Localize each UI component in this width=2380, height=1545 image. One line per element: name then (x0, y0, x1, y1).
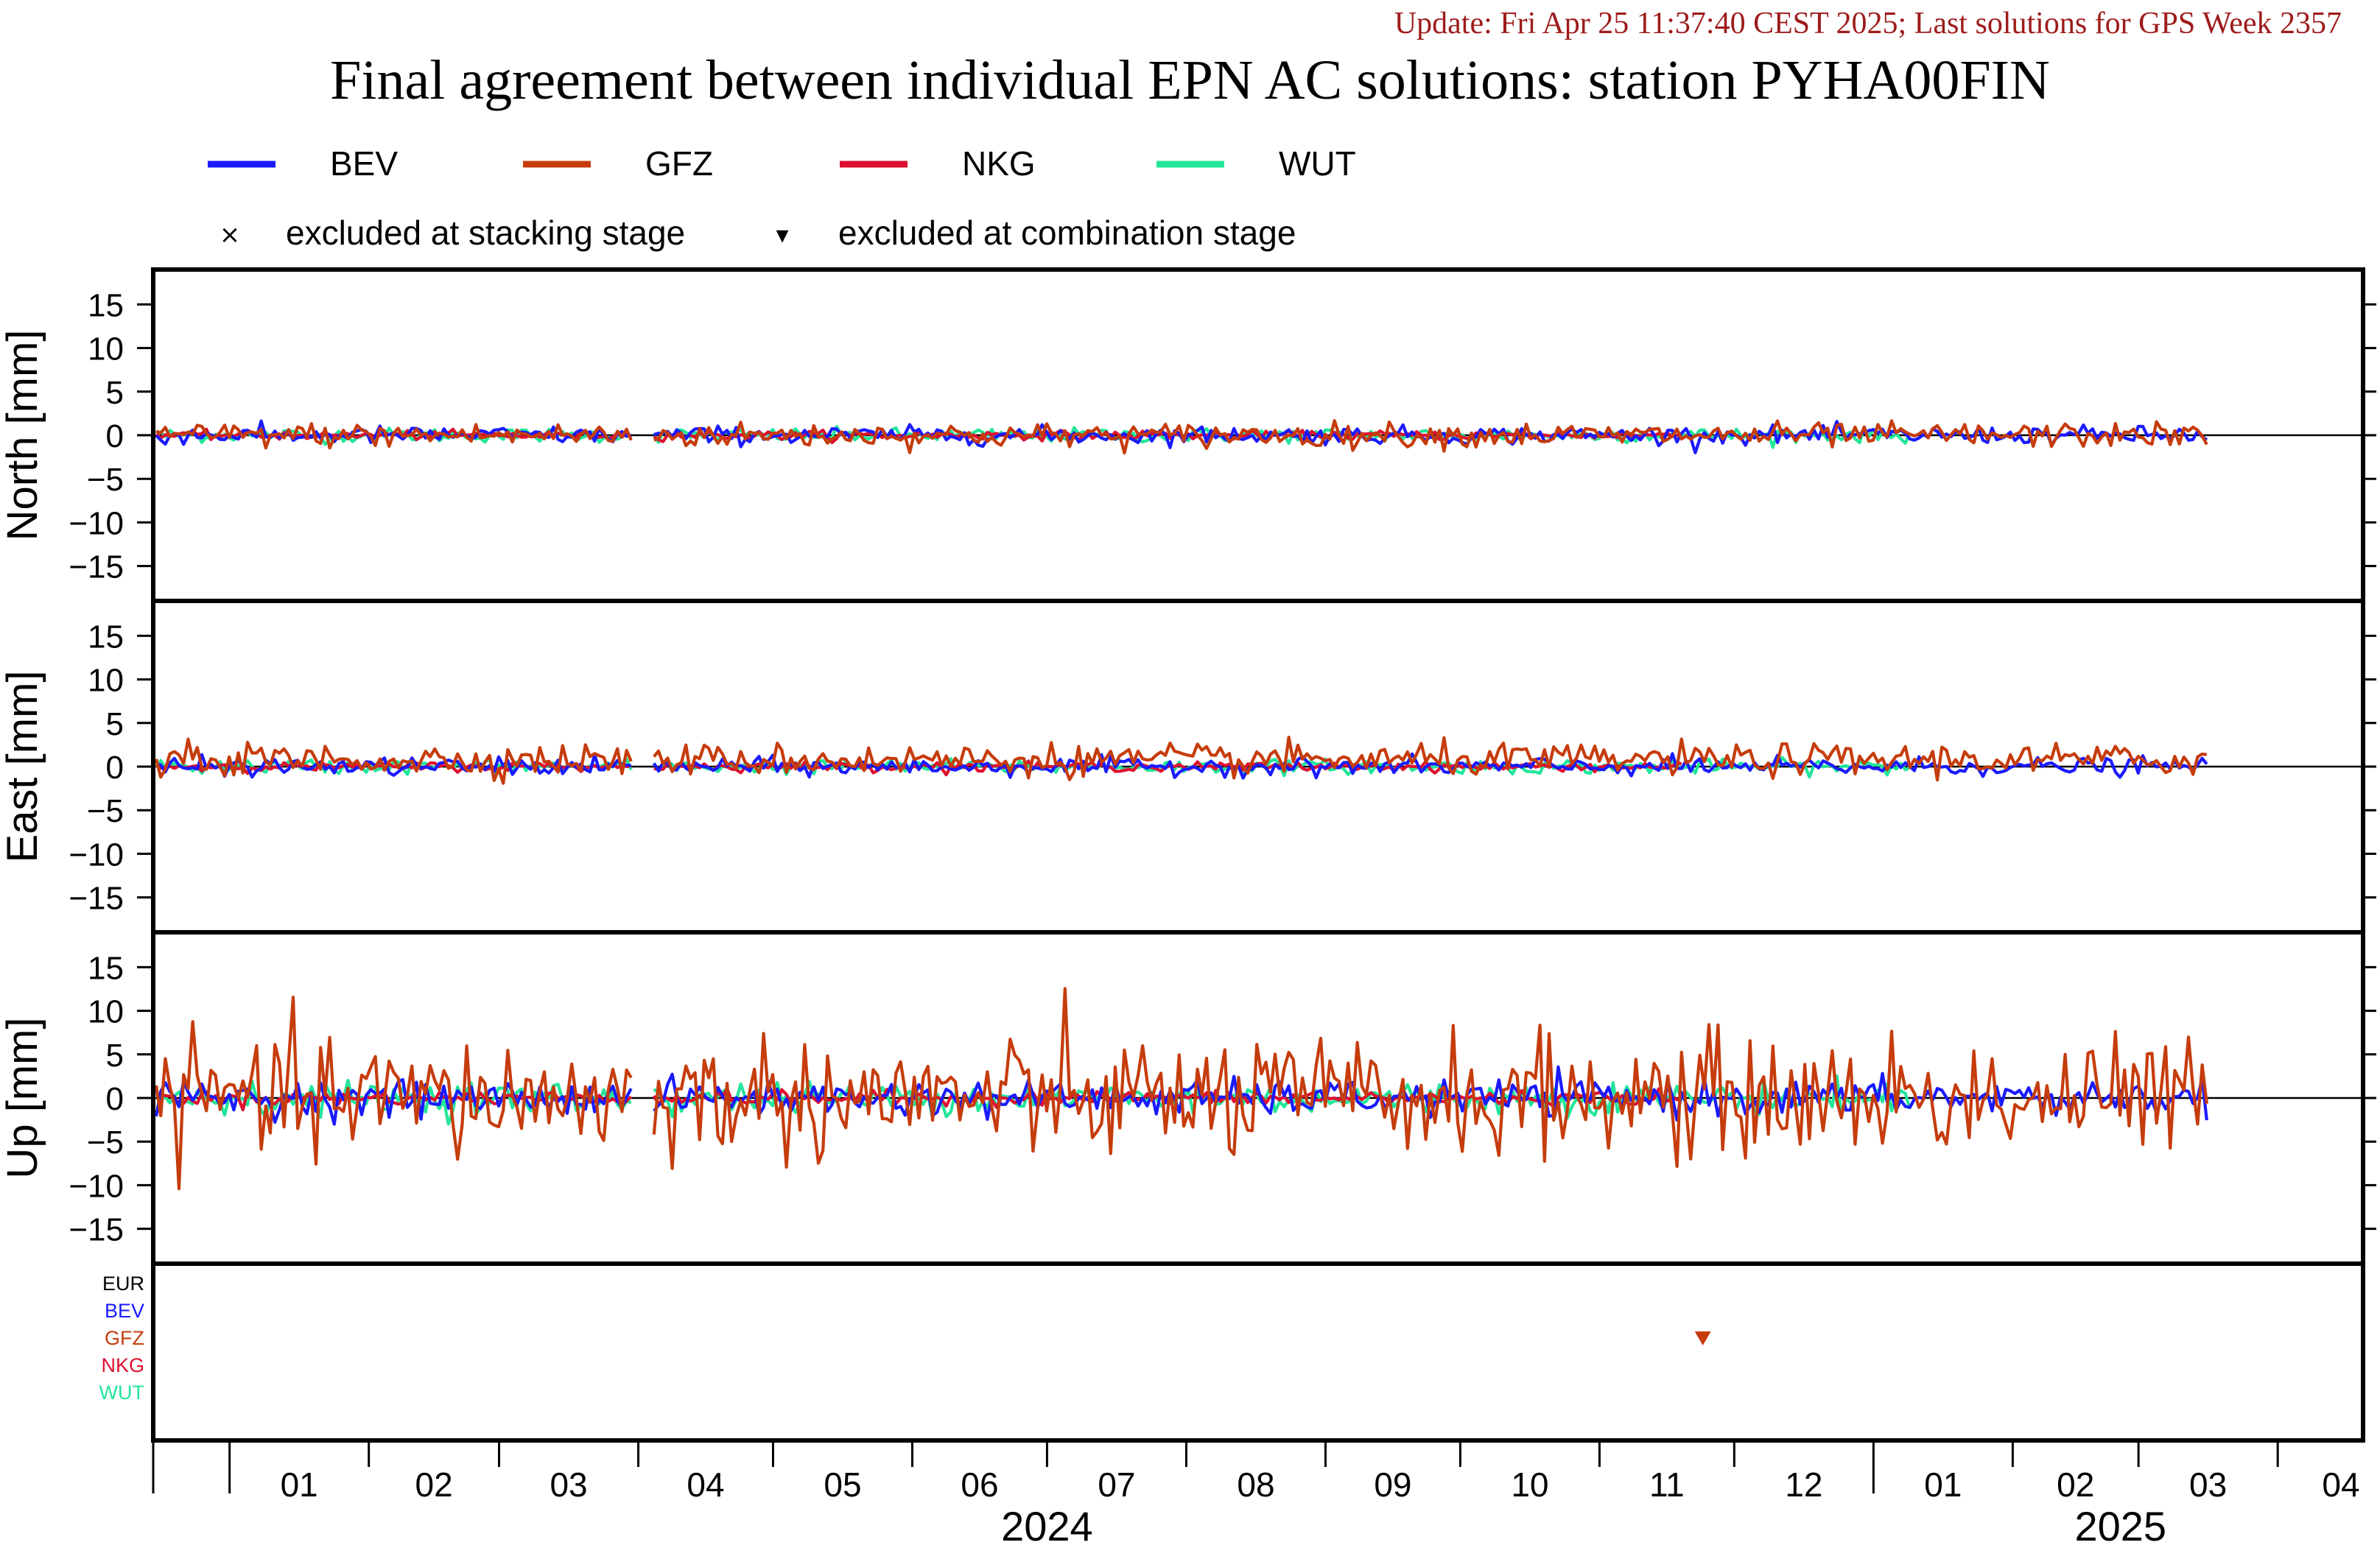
y-tick-label: 0 (106, 418, 124, 454)
legend-label-nkg: NKG (962, 144, 1036, 183)
exclusion-label-wut: WUT (99, 1382, 144, 1404)
legend-label-gfz: GFZ (645, 144, 713, 183)
chart-title: Final agreement between individual EPN A… (330, 49, 2050, 111)
x-month-label: 08 (1237, 1465, 1274, 1504)
x-month-label: 05 (824, 1465, 861, 1504)
panel-north: 15 10 5 0 −5 −10 −15 North [mm] (0, 267, 2376, 603)
x-month-label: 02 (2057, 1465, 2094, 1504)
legend-marker-symbol: ▾ (776, 220, 788, 250)
x-month-label: 09 (1374, 1465, 1411, 1504)
exclusion-frame (151, 1261, 2365, 1443)
exclusion-label-eur: EUR (102, 1273, 144, 1295)
panel-up: 15 10 5 0 −5 −10 −15 Up [mm] (0, 930, 2376, 1266)
y-tick-label: 0 (106, 1081, 124, 1117)
y-tick-label: 10 (88, 331, 124, 367)
y-tick-label: 15 (88, 950, 124, 986)
x-month-label: 07 (1098, 1465, 1135, 1504)
series-line-gfz (155, 419, 2208, 455)
x-month-label: 06 (961, 1465, 998, 1504)
y-tick-label: 15 (88, 287, 124, 323)
x-month-label: 12 (1785, 1465, 1822, 1504)
legend-marker-symbol: × (220, 220, 241, 250)
y-tick-label: 5 (106, 706, 124, 742)
y-tick-label: 10 (88, 663, 124, 699)
y-tick-label: −15 (69, 549, 124, 585)
y-tick-label: 0 (106, 750, 124, 786)
y-tick-label: −15 (69, 881, 124, 917)
x-month-label: 04 (687, 1465, 724, 1504)
y-tick-label: −10 (69, 1168, 124, 1204)
y-tick-label: −10 (69, 505, 124, 541)
y-tick-label: −10 (69, 837, 124, 873)
exclusion-marker (1694, 1331, 1711, 1345)
y-tick-label: 15 (88, 619, 124, 655)
panel-east: 15 10 5 0 −5 −10 −15 East [mm] (0, 599, 2376, 935)
exclusion-label-gfz: GFZ (105, 1327, 144, 1349)
x-month-label: 02 (415, 1465, 453, 1504)
series-line-gfz (154, 736, 2208, 785)
x-month-label: 03 (550, 1465, 587, 1504)
x-axis: 01 02 03 04 05 06 07 08 09 10 11 12 01 02 03 04 2024 2025 (152, 1440, 2360, 1545)
x-month-label: 10 (1511, 1465, 1548, 1504)
y-axis-label: Up [mm] (0, 1017, 46, 1178)
legend: BEV GFZ NKG WUT × excluded at stacking stage ▾… (208, 144, 1356, 252)
y-tick-label: 5 (106, 1038, 124, 1074)
y-tick-label: −15 (69, 1212, 124, 1248)
exclusion-label-nkg: NKG (101, 1354, 144, 1376)
legend-label-wut: WUT (1279, 144, 1356, 183)
x-month-label: 01 (281, 1465, 318, 1504)
y-axis-label: North [mm] (0, 330, 46, 541)
y-tick-label: −5 (87, 1125, 124, 1161)
x-month-label: 11 (1649, 1465, 1685, 1504)
x-month-label: 01 (1924, 1465, 1962, 1504)
y-tick-label: −5 (87, 462, 124, 498)
y-tick-label: 5 (106, 375, 124, 411)
y-axis-label: East [mm] (0, 670, 46, 862)
legend-label-bev: BEV (330, 144, 398, 183)
x-month-label: 04 (2322, 1465, 2359, 1504)
exclusion-label-bev: BEV (105, 1300, 144, 1322)
panels: 15 10 5 0 −5 −10 −15 North [mm] 15 10 5 0 −5 −10 −15 Ea… (0, 267, 2376, 1443)
y-tick-label: 10 (88, 994, 124, 1030)
exclusion-panel: EUR BEV GFZ NKG WUT (99, 1261, 2365, 1443)
x-year-label: 2024 (1001, 1503, 1093, 1545)
legend-marker-label: excluded at combination stage (838, 214, 1296, 252)
update-timestamp: Update: Fri Apr 25 11:37:40 CEST 2025; L… (1394, 7, 2342, 41)
series-line-gfz (154, 987, 2208, 1191)
x-month-label: 03 (2189, 1465, 2227, 1504)
legend-marker-label: excluded at stacking stage (286, 214, 685, 252)
y-tick-label: −5 (87, 793, 124, 829)
x-year-label: 2025 (2074, 1503, 2166, 1545)
